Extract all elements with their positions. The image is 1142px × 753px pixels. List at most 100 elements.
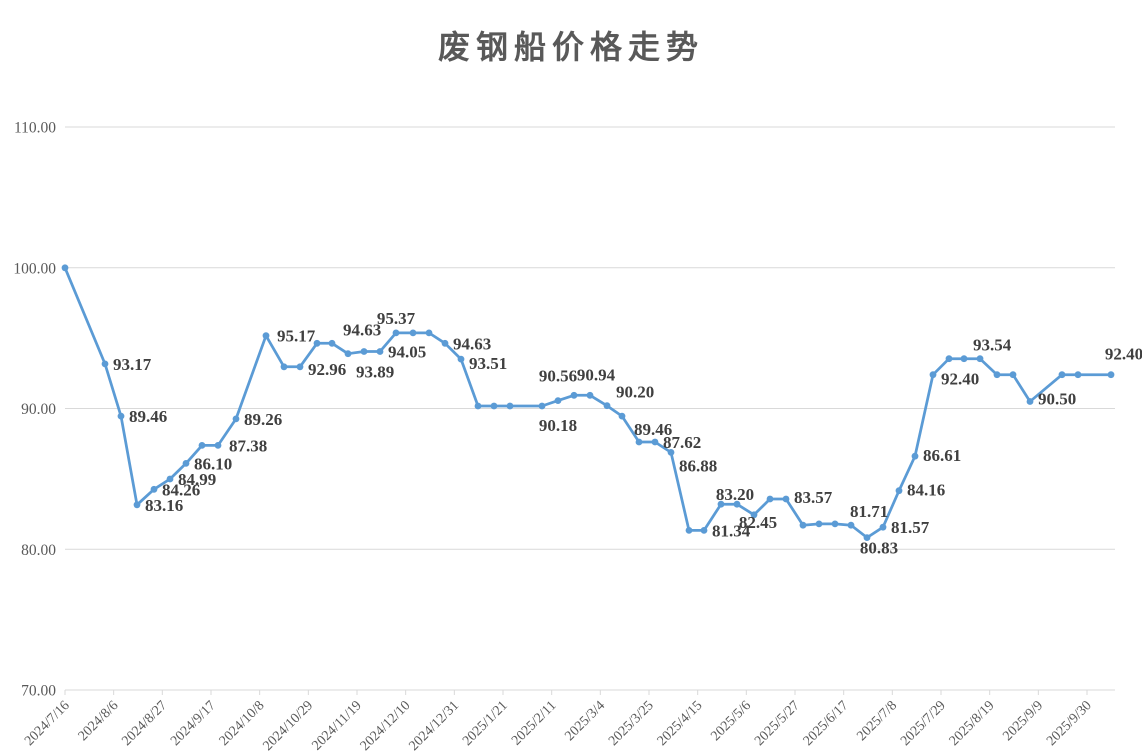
x-axis-label: 2025/6/17 — [801, 698, 852, 749]
data-point-marker — [635, 438, 643, 446]
x-axis-label: 2025/8/19 — [947, 698, 998, 749]
data-point-label: 90.56 — [539, 367, 577, 386]
data-point-marker — [538, 402, 546, 410]
data-point-marker — [376, 348, 384, 355]
x-axis-label: 2024/12/10 — [358, 698, 414, 753]
data-point-label: 87.38 — [229, 436, 267, 455]
data-point-marker — [296, 363, 304, 371]
data-point-marker — [976, 355, 984, 363]
data-point-marker — [457, 355, 465, 363]
data-point-marker — [232, 415, 240, 423]
data-point-label: 93.89 — [356, 363, 394, 382]
data-point-label: 94.63 — [343, 320, 381, 339]
x-axis-label: 2025/3/4 — [562, 698, 608, 744]
x-axis-label: 2025/2/11 — [509, 698, 559, 748]
data-point-marker — [441, 339, 449, 347]
data-point-marker — [586, 391, 594, 399]
data-point-marker — [280, 363, 288, 371]
data-point-label: 86.10 — [194, 454, 232, 473]
data-point-marker — [198, 442, 206, 449]
data-point-marker — [651, 438, 659, 446]
data-point-marker — [1009, 371, 1017, 379]
data-point-marker — [328, 339, 336, 347]
data-point-marker — [133, 501, 141, 509]
data-point-label: 81.34 — [712, 521, 751, 540]
data-point-label: 86.61 — [923, 446, 961, 465]
x-axis-label: 2025/5/6 — [708, 698, 754, 744]
data-point-label: 83.57 — [794, 488, 833, 507]
data-point-marker — [117, 412, 125, 420]
data-point-label: 93.51 — [469, 354, 507, 373]
x-axis-label: 2025/7/8 — [854, 698, 900, 744]
data-point-marker — [1058, 371, 1066, 379]
data-point-label: 86.88 — [679, 456, 717, 475]
data-point-label: 94.63 — [453, 334, 491, 353]
data-point-marker — [1074, 371, 1082, 379]
data-point-marker — [993, 371, 1001, 379]
data-point-marker — [61, 264, 69, 272]
data-point-marker — [262, 332, 270, 340]
data-point-label: 94.05 — [388, 342, 426, 361]
data-point-marker — [929, 371, 937, 379]
data-point-label: 84.26 — [162, 480, 200, 499]
x-axis-label: 2024/10/8 — [217, 698, 268, 749]
data-point-label: 89.26 — [244, 410, 282, 429]
data-point-marker — [313, 339, 321, 347]
data-point-label: 93.54 — [973, 336, 1012, 355]
data-point-marker — [863, 534, 871, 541]
data-point-label: 90.20 — [616, 383, 654, 402]
x-axis-label: 2024/10/29 — [260, 698, 316, 753]
y-axis-label: 80.00 — [21, 542, 56, 559]
x-axis-label: 2025/9/9 — [1000, 698, 1046, 744]
y-axis-label: 90.00 — [21, 401, 56, 418]
price-line — [63, 266, 1113, 539]
data-point-marker — [895, 487, 903, 495]
x-axis-label: 2024/11/19 — [309, 698, 364, 753]
data-point-marker — [570, 391, 578, 399]
data-point-label: 84.99 — [178, 470, 216, 489]
data-point-label: 92.40 — [1105, 345, 1142, 364]
x-axis-label: 2025/7/29 — [898, 698, 949, 749]
data-point-marker — [182, 460, 190, 467]
data-point-label: 92.96 — [308, 360, 346, 379]
data-point-marker — [150, 485, 158, 493]
data-point-label: 89.46 — [634, 420, 672, 439]
data-point-marker — [409, 329, 417, 337]
data-point-marker — [506, 402, 514, 410]
data-point-label: 80.83 — [860, 539, 898, 558]
data-point-label: 90.18 — [539, 416, 577, 435]
data-point-marker — [554, 397, 562, 404]
data-point-marker — [960, 355, 968, 363]
data-point-marker — [360, 348, 368, 355]
data-point-marker — [685, 527, 693, 534]
data-point-label: 81.71 — [850, 502, 888, 521]
data-point-marker — [344, 350, 352, 358]
data-point-marker — [700, 527, 708, 534]
data-point-label: 92.40 — [941, 370, 979, 389]
data-point-marker — [799, 521, 807, 529]
y-axis-label: 100.00 — [13, 260, 56, 277]
x-axis-label: 2025/1/21 — [460, 698, 511, 749]
data-point-marker — [847, 521, 855, 529]
data-point-marker — [667, 449, 675, 456]
data-point-label: 87.62 — [663, 433, 701, 452]
data-point-marker — [392, 329, 400, 337]
data-point-label: 90.50 — [1038, 389, 1076, 408]
data-point-marker — [879, 523, 887, 531]
data-point-marker — [945, 355, 953, 363]
data-point-label: 95.37 — [377, 309, 416, 328]
x-axis-label: 2025/5/27 — [752, 698, 803, 749]
data-point-marker — [425, 329, 433, 337]
x-axis-label: 2024/9/17 — [168, 698, 219, 749]
data-point-marker — [101, 360, 109, 368]
x-axis-label: 2025/3/25 — [606, 698, 657, 749]
data-point-marker — [1107, 371, 1115, 379]
x-axis-label: 2024/12/31 — [406, 698, 462, 753]
data-point-label: 93.17 — [113, 355, 152, 374]
data-point-marker — [214, 442, 222, 449]
y-axis-label: 70.00 — [21, 683, 56, 700]
data-point-marker — [618, 412, 626, 420]
data-point-marker — [490, 402, 498, 410]
data-point-label: 84.16 — [907, 481, 945, 500]
